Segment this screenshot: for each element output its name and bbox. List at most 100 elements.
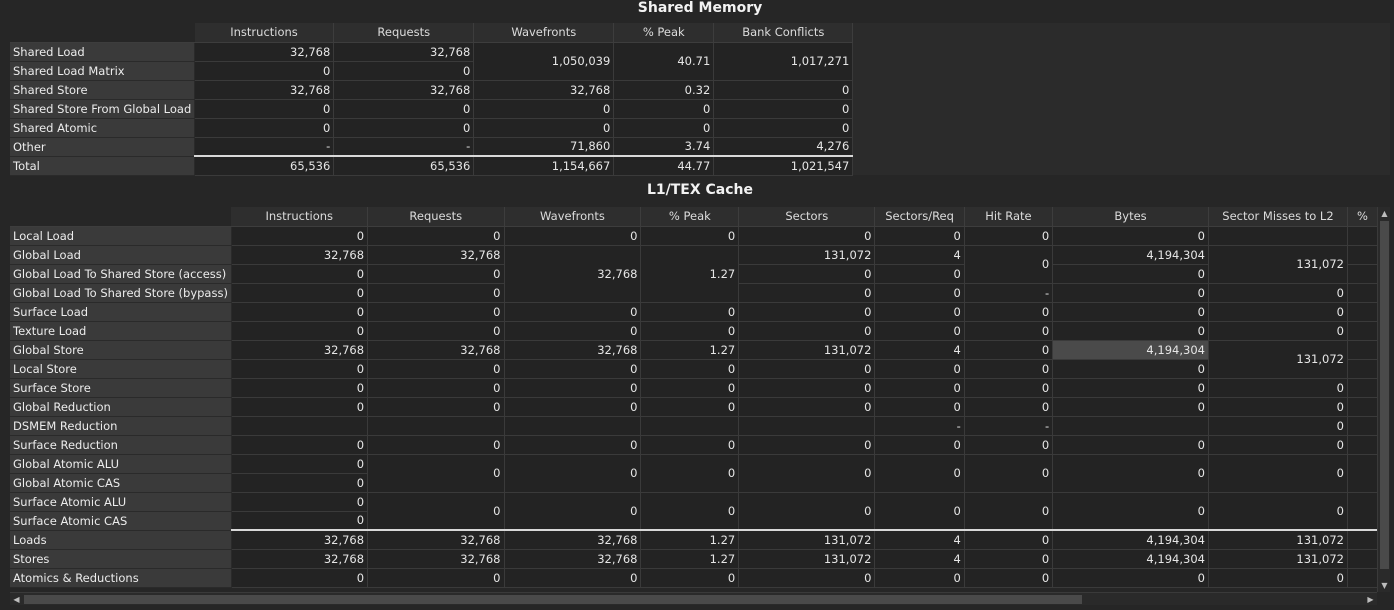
cell-bank-conflicts[interactable]: 4,276 bbox=[713, 137, 854, 157]
row-label[interactable]: Shared Store bbox=[10, 80, 196, 100]
cell-sectors[interactable]: 0 bbox=[738, 397, 876, 417]
cell-sectors-per-req[interactable]: 0 bbox=[874, 454, 965, 493]
cell-wavefronts[interactable]: 32,768 bbox=[473, 80, 615, 100]
scroll-right-arrow-icon[interactable]: ▶ bbox=[1367, 595, 1374, 604]
cell-instructions[interactable]: 0 bbox=[194, 61, 335, 81]
row-label[interactable]: Shared Store From Global Load bbox=[10, 99, 196, 119]
cell-wavefronts[interactable]: 32,768 bbox=[504, 245, 642, 303]
cell-peak[interactable]: 0 bbox=[640, 359, 740, 379]
cell-wavefronts[interactable]: 0 bbox=[473, 118, 615, 138]
cell-sectors[interactable]: 0 bbox=[738, 226, 876, 246]
row-label[interactable]: Surface Reduction bbox=[10, 435, 232, 455]
column-header-bank-conflicts[interactable]: Bank Conflicts bbox=[713, 23, 854, 43]
cell-requests[interactable]: 0 bbox=[367, 454, 505, 493]
cell-requests[interactable]: 0 bbox=[367, 264, 505, 284]
cell-bytes[interactable]: 0 bbox=[1052, 264, 1209, 284]
cell-bytes[interactable]: 0 bbox=[1052, 226, 1209, 246]
cell-bytes[interactable]: 0 bbox=[1052, 283, 1209, 303]
cell-instructions[interactable]: 32,768 bbox=[231, 245, 369, 265]
cell-sectors-per-req[interactable]: 0 bbox=[874, 378, 965, 398]
cell-peak[interactable]: 0 bbox=[640, 378, 740, 398]
cell-wavefronts[interactable]: 0 bbox=[504, 302, 642, 322]
cell-instructions[interactable]: 0 bbox=[231, 454, 369, 474]
cell-instructions[interactable]: 0 bbox=[194, 99, 335, 119]
cell-requests[interactable]: 0 bbox=[367, 359, 505, 379]
cell-partial[interactable] bbox=[1347, 492, 1377, 531]
cell-wavefronts[interactable]: 0 bbox=[504, 435, 642, 455]
cell-instructions[interactable]: 0 bbox=[231, 283, 369, 303]
cell-sectors-per-req[interactable]: 0 bbox=[874, 435, 965, 455]
column-header-bytes[interactable]: Bytes bbox=[1052, 207, 1209, 227]
cell-instructions[interactable]: - bbox=[194, 137, 335, 157]
cell-bytes-selected[interactable]: 4,194,304 bbox=[1052, 340, 1209, 360]
cell-requests[interactable]: 0 bbox=[367, 397, 505, 417]
cell-requests[interactable]: 32,768 bbox=[333, 80, 475, 100]
row-label[interactable]: Surface Atomic CAS bbox=[10, 511, 232, 531]
table-row[interactable]: Local Store 0 0 0 0 0 0 0 0 bbox=[10, 359, 1377, 379]
column-header-sectors[interactable]: Sectors bbox=[738, 207, 876, 227]
cell-partial[interactable] bbox=[1347, 359, 1377, 379]
cell-peak[interactable]: 1.27 bbox=[640, 549, 740, 569]
cell-instructions[interactable]: 0 bbox=[231, 321, 369, 341]
cell-sector-misses[interactable]: 0 bbox=[1208, 397, 1348, 417]
cell-requests[interactable]: 0 bbox=[367, 568, 505, 588]
summary-row[interactable]: Atomics & Reductions 0 0 0 0 0 0 0 0 0 bbox=[10, 568, 1377, 588]
cell-bytes[interactable]: 0 bbox=[1052, 378, 1209, 398]
cell-wavefronts[interactable]: 0 bbox=[504, 226, 642, 246]
cell-wavefronts[interactable]: 0 bbox=[504, 321, 642, 341]
cell-peak[interactable]: 44.77 bbox=[613, 155, 715, 176]
cell-hit-rate[interactable]: 0 bbox=[964, 321, 1054, 341]
cell-instructions[interactable]: 32,768 bbox=[231, 529, 369, 550]
cell-sector-misses[interactable]: 0 bbox=[1208, 321, 1348, 341]
cell-sector-misses[interactable]: 0 bbox=[1208, 454, 1348, 493]
cell-wavefronts[interactable]: 0 bbox=[504, 378, 642, 398]
cell-peak[interactable]: 0 bbox=[640, 568, 740, 588]
cell-sectors[interactable]: 0 bbox=[738, 359, 876, 379]
cell-requests[interactable]: 32,768 bbox=[367, 529, 505, 550]
cell-wavefronts[interactable]: 1,050,039 bbox=[473, 42, 615, 81]
cell-partial[interactable] bbox=[1347, 226, 1377, 246]
table-row[interactable]: Global Atomic CAS 0 bbox=[10, 473, 1377, 493]
table-row[interactable]: Shared Load 32,768 32,768 1,050,039 40.7… bbox=[10, 42, 854, 81]
cell-instructions[interactable]: 65,536 bbox=[194, 155, 335, 176]
column-header-requests[interactable]: Requests bbox=[367, 207, 505, 227]
column-header-peak[interactable]: % Peak bbox=[640, 207, 740, 227]
cell-peak[interactable]: 0 bbox=[640, 321, 740, 341]
column-header-instructions[interactable]: Instructions bbox=[231, 207, 369, 227]
cell-bank-conflicts[interactable]: 0 bbox=[713, 118, 854, 138]
row-label[interactable]: Global Load bbox=[10, 245, 232, 265]
cell-sectors-per-req[interactable]: 4 bbox=[874, 245, 965, 265]
cell-sectors[interactable]: 131,072 bbox=[738, 529, 876, 550]
column-header-peak[interactable]: % Peak bbox=[613, 23, 715, 43]
cell-bytes[interactable]: 0 bbox=[1052, 454, 1209, 493]
cell-sectors-per-req[interactable]: 0 bbox=[874, 302, 965, 322]
cell-hit-rate[interactable]: 0 bbox=[964, 435, 1054, 455]
cell-hit-rate[interactable]: 0 bbox=[964, 397, 1054, 417]
row-label[interactable]: Global Atomic ALU bbox=[10, 454, 232, 474]
cell-instructions[interactable]: 0 bbox=[194, 118, 335, 138]
column-header-sectors-per-req[interactable]: Sectors/Req bbox=[874, 207, 965, 227]
cell-sectors-per-req[interactable]: 0 bbox=[874, 397, 965, 417]
cell-instructions[interactable]: 0 bbox=[231, 378, 369, 398]
cell-bytes[interactable] bbox=[1052, 416, 1209, 436]
cell-instructions[interactable]: 32,768 bbox=[194, 80, 335, 100]
cell-hit-rate[interactable]: 0 bbox=[964, 245, 1054, 284]
table-row[interactable]: Local Load 0 0 0 0 0 0 0 0 bbox=[10, 226, 1377, 246]
cell-instructions[interactable]: 0 bbox=[231, 359, 369, 379]
table-row[interactable]: Texture Load 0 0 0 0 0 0 0 0 0 bbox=[10, 321, 1377, 341]
cell-partial[interactable] bbox=[1347, 378, 1377, 398]
cell-wavefronts[interactable]: 0 bbox=[473, 99, 615, 119]
row-label[interactable]: Shared Load bbox=[10, 42, 196, 62]
cell-sectors-per-req[interactable]: 0 bbox=[874, 568, 965, 588]
table-row[interactable]: Global Store 32,768 32,768 32,768 1.27 1… bbox=[10, 340, 1377, 379]
table-row[interactable]: Surface Atomic CAS 0 bbox=[10, 511, 1377, 531]
cell-wavefronts[interactable]: 1,154,667 bbox=[473, 155, 615, 176]
cell-requests[interactable]: 0 bbox=[367, 226, 505, 246]
row-label[interactable]: Global Atomic CAS bbox=[10, 473, 232, 493]
cell-sectors[interactable]: 131,072 bbox=[738, 340, 876, 360]
cell-partial[interactable] bbox=[1347, 302, 1377, 322]
cell-peak[interactable]: 0 bbox=[613, 99, 715, 119]
cell-instructions[interactable]: 32,768 bbox=[231, 340, 369, 360]
cell-hit-rate[interactable]: 0 bbox=[964, 568, 1054, 588]
cell-partial[interactable] bbox=[1347, 321, 1377, 341]
